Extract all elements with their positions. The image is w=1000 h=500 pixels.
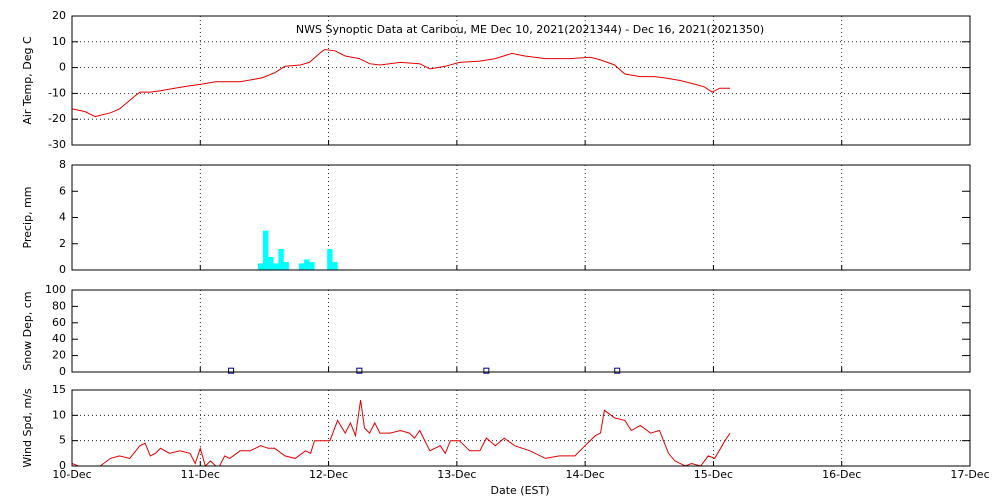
x-tick-label: 16-Dec	[822, 468, 861, 481]
plot-frame	[71, 389, 971, 467]
marker	[356, 367, 363, 374]
y-tick-label: 0	[59, 459, 66, 472]
y-tick-label: 5	[59, 434, 66, 447]
plot-frame	[71, 289, 971, 373]
y-tick-label: 20	[52, 9, 66, 22]
marker	[228, 367, 235, 374]
y-tick-label: 60	[52, 316, 66, 329]
bar	[298, 263, 305, 270]
bar	[268, 256, 274, 270]
bar	[257, 263, 264, 270]
bar	[273, 263, 279, 270]
y-tick-label: 80	[52, 299, 66, 312]
y-tick-label: 40	[52, 332, 66, 345]
y-tick-label: 15	[52, 383, 66, 396]
y-tick-label: -20	[48, 112, 66, 125]
y-axis-label: Wind Spd, m/s	[21, 388, 34, 468]
x-tick-label: 13-Dec	[437, 468, 476, 481]
data-line	[71, 48, 731, 118]
y-tick-label: 4	[59, 211, 66, 224]
x-tick-label: 14-Dec	[566, 468, 605, 481]
y-tick-label: -30	[48, 138, 66, 151]
x-tick-label: 12-Dec	[309, 468, 348, 481]
bar	[309, 262, 315, 270]
chart-title: NWS Synoptic Data at Caribou, ME Dec 10,…	[296, 23, 764, 36]
y-tick-label: -10	[48, 86, 66, 99]
y-tick-label: 20	[52, 349, 66, 362]
bar	[283, 262, 289, 270]
plot-frame	[71, 164, 971, 271]
plot-frame	[71, 15, 971, 146]
x-tick-label: 17-Dec	[950, 468, 989, 481]
bar	[332, 262, 338, 270]
y-tick-label: 0	[59, 365, 66, 378]
bar	[263, 230, 269, 270]
y-tick-label: 10	[52, 35, 66, 48]
y-axis-label: Snow Dep, cm	[21, 291, 34, 370]
marker	[483, 367, 490, 374]
y-tick-label: 0	[59, 263, 66, 276]
marker	[614, 367, 621, 374]
y-axis-label: Precip, mm	[21, 187, 34, 249]
x-tick-label: 10-Dec	[52, 468, 91, 481]
bar	[278, 249, 284, 270]
bar	[304, 259, 310, 270]
y-tick-label: 8	[59, 158, 66, 171]
bar	[327, 249, 333, 270]
y-tick-label: 6	[59, 184, 66, 197]
x-tick-label: 11-Dec	[181, 468, 220, 481]
y-tick-label: 100	[45, 283, 66, 296]
data-line	[71, 400, 731, 467]
x-axis-label: Date (EST)	[490, 484, 549, 497]
y-axis-label: Air Temp, Deg C	[21, 36, 34, 125]
y-tick-label: 0	[59, 61, 66, 74]
y-tick-label: 10	[52, 408, 66, 421]
y-tick-label: 2	[59, 237, 66, 250]
x-tick-label: 15-Dec	[694, 468, 733, 481]
